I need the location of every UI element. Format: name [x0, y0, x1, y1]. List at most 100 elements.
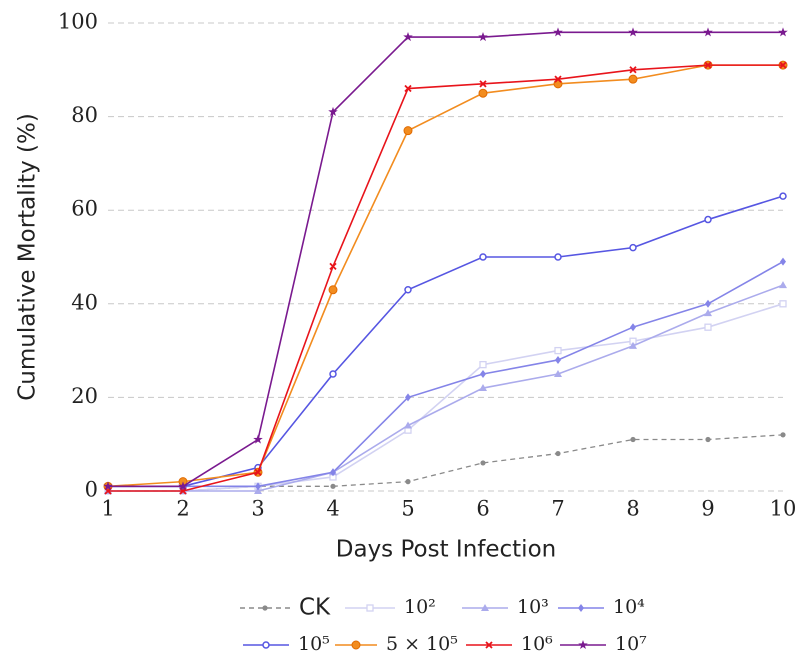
legend-marker [262, 641, 270, 649]
marker [705, 436, 711, 443]
marker [628, 74, 638, 84]
marker [404, 286, 412, 294]
legend-item: 10² [345, 596, 436, 618]
marker [478, 88, 488, 98]
legend-item: 5 × 10⁵ [335, 633, 458, 655]
series [105, 257, 786, 491]
legend-label: 10⁶ [521, 633, 553, 655]
marker [328, 106, 338, 116]
marker [629, 341, 637, 349]
marker [628, 27, 638, 37]
series [104, 192, 787, 491]
marker [330, 483, 336, 489]
series [104, 61, 787, 495]
legend-label: 10⁵ [298, 633, 330, 655]
marker [404, 84, 412, 93]
x-tick-label: 1 [101, 497, 114, 521]
marker [629, 66, 637, 74]
y-tick-label: 100 [58, 10, 98, 34]
marker [253, 434, 263, 444]
marker [554, 370, 562, 377]
marker [629, 243, 637, 252]
x-tick-label: 10 [770, 497, 797, 521]
series [103, 60, 788, 491]
marker [553, 27, 563, 37]
legend-label: 10⁴ [613, 596, 645, 618]
marker [779, 281, 787, 289]
marker [405, 479, 411, 485]
marker [704, 215, 712, 224]
marker [479, 384, 487, 392]
legend-label: 10⁷ [615, 633, 647, 655]
legend-marker [366, 604, 374, 612]
x-tick-label: 2 [176, 497, 189, 521]
marker [705, 299, 711, 308]
marker [554, 75, 562, 83]
marker [479, 253, 487, 261]
marker [404, 421, 412, 429]
series-line [108, 31, 783, 488]
marker [254, 468, 262, 476]
legend-item: 10⁶ [466, 633, 553, 655]
x-tick-label: 3 [251, 497, 264, 521]
legend-item: 10⁵ [243, 633, 330, 655]
marker [778, 27, 788, 37]
marker [328, 285, 338, 295]
x-tick-label: 4 [326, 497, 339, 521]
x-axis-label: Days Post Infection [336, 537, 556, 563]
legend-item: 10⁴ [558, 596, 645, 618]
marker [405, 393, 411, 402]
series-line [108, 260, 784, 488]
marker [403, 126, 413, 136]
marker [554, 346, 562, 355]
legend-label: CK [299, 595, 331, 621]
y-axis-label: Cumulative Mortality (%) [15, 113, 41, 401]
marker [780, 257, 786, 266]
legend-label: 10² [404, 596, 436, 618]
x-tick-label: 5 [401, 497, 414, 521]
y-tick-label: 80 [71, 103, 98, 127]
series-line [108, 303, 784, 492]
series [103, 27, 788, 491]
marker [480, 370, 486, 378]
legend-marker [262, 605, 268, 611]
legend-label: 5 × 10⁵ [386, 633, 458, 655]
marker [403, 32, 413, 42]
marker [103, 481, 113, 491]
marker [704, 61, 712, 69]
legend-marker [481, 604, 489, 611]
marker [478, 32, 488, 42]
marker [704, 323, 712, 331]
marker [630, 323, 636, 332]
marker [479, 80, 487, 88]
x-tick-label: 9 [701, 497, 714, 521]
marker [330, 468, 336, 477]
marker [779, 300, 787, 308]
series-line [108, 64, 783, 492]
y-tick-label: 0 [85, 478, 98, 502]
marker [554, 253, 562, 261]
marker [779, 61, 787, 69]
marker [704, 309, 712, 317]
y-tick-label: 60 [71, 197, 98, 221]
marker [780, 432, 786, 438]
series-line [108, 434, 784, 492]
marker [255, 482, 261, 491]
y-tick-label: 40 [71, 290, 98, 314]
marker [329, 262, 337, 270]
marker [329, 370, 337, 378]
series-line [108, 284, 784, 492]
marker [555, 355, 561, 364]
legend-marker [485, 641, 493, 649]
marker [630, 436, 636, 443]
legend-marker [578, 604, 584, 612]
marker [779, 192, 787, 200]
series-line [107, 64, 783, 488]
marker [479, 360, 487, 369]
marker [178, 481, 188, 491]
marker [480, 460, 486, 466]
legend-label: 10³ [517, 596, 549, 618]
y-tick-label: 20 [71, 384, 98, 408]
marker [703, 27, 713, 37]
